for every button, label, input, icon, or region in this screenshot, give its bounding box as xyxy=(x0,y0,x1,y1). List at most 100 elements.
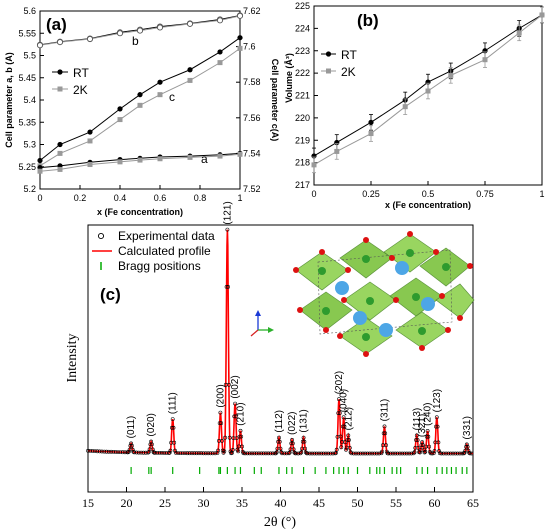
series-rt-c-point xyxy=(237,35,243,41)
experimental-data-point xyxy=(312,451,317,456)
experimental-data-point xyxy=(435,424,440,429)
experimental-data-point xyxy=(302,439,307,444)
panel-b-y-tick-label: 219 xyxy=(295,135,310,145)
inset-oxygen-atom xyxy=(433,249,439,255)
panel-b-y-tick-label: 220 xyxy=(295,113,310,123)
series-2k-a-point xyxy=(237,151,243,157)
panel-c-x-tick-label: 50 xyxy=(352,496,364,510)
experimental-data-point xyxy=(180,451,185,456)
experimental-data-point xyxy=(233,401,238,406)
inset-unit-cell xyxy=(317,249,453,335)
experimental-data-point xyxy=(354,451,358,456)
panel-a-y-tick-label: 5.35 xyxy=(18,117,36,127)
panel-a-legend-rt-label: RT xyxy=(73,66,89,80)
experimental-data-point xyxy=(339,445,344,450)
series-2k-c-point xyxy=(57,150,63,156)
experimental-data-point xyxy=(423,449,428,454)
experimental-data-point xyxy=(134,450,139,455)
experimental-data-point xyxy=(328,451,333,456)
panel-c-x-tick-label: 45 xyxy=(313,496,325,510)
panel-a-annotation-c: c xyxy=(169,90,175,104)
experimental-data-point xyxy=(444,451,449,456)
experimental-data-point xyxy=(173,450,178,455)
series-2k-a-point xyxy=(187,154,193,160)
experimental-data-point xyxy=(157,450,162,455)
experimental-data-point xyxy=(102,449,107,454)
panel-c-label: (c) xyxy=(100,285,121,304)
inset-oxygen-atom xyxy=(345,267,351,273)
panel-a-y-tick-label: 5.4 xyxy=(23,95,36,105)
peak-hkl-label: (121) xyxy=(222,201,233,224)
experimental-data-point xyxy=(380,449,385,454)
experimental-data-point xyxy=(467,450,472,455)
experimental-data-point xyxy=(390,451,395,456)
experimental-data-point xyxy=(118,450,123,455)
panel-b-x-tick-label: 0.75 xyxy=(476,189,494,199)
series-2k-volume-point xyxy=(334,148,340,154)
experimental-data-point xyxy=(196,451,201,456)
experimental-data-point xyxy=(199,451,204,456)
panel-c-legend-experimental-label: Experimental data xyxy=(118,229,215,243)
peak-hkl-label: (022) xyxy=(287,412,298,435)
experimental-data-point xyxy=(346,433,351,438)
experimental-data-point xyxy=(129,443,134,448)
experimental-data-point xyxy=(337,397,341,402)
experimental-data-point xyxy=(301,435,306,440)
panel-c-x-tick-label: 55 xyxy=(390,496,402,510)
experimental-data-point xyxy=(356,451,361,456)
inset-oxygen-atom xyxy=(407,231,413,237)
experimental-data-point xyxy=(289,441,294,446)
experimental-data-point xyxy=(232,414,237,419)
experimental-data-point xyxy=(381,431,386,436)
experimental-data-point xyxy=(298,451,303,456)
experimental-data-point xyxy=(436,440,441,445)
experimental-data-point xyxy=(97,449,102,454)
experimental-data-point xyxy=(139,450,144,455)
experimental-data-point xyxy=(290,441,295,446)
panel-c-x-tick-label: 30 xyxy=(198,496,210,510)
inset-b-site-atom xyxy=(366,297,374,305)
experimental-data-point xyxy=(314,451,319,456)
inset-a-site-atom xyxy=(421,297,435,311)
experimental-data-point xyxy=(173,448,177,453)
experimental-data-point xyxy=(277,439,282,444)
peak-hkl-label: (200) xyxy=(215,384,226,407)
experimental-data-point xyxy=(319,451,324,456)
experimental-data-point xyxy=(109,449,114,454)
panel-c-x-tick-label: 40 xyxy=(275,496,287,510)
series-2k-b-point xyxy=(136,27,144,34)
panel-b-y-tick-label: 222 xyxy=(295,68,310,78)
experimental-data-point xyxy=(321,451,326,456)
experimental-data-point xyxy=(431,451,436,456)
experimental-data-point xyxy=(372,451,377,456)
experimental-data-point xyxy=(149,442,154,447)
panel-b-y-tick-label: 221 xyxy=(295,91,310,101)
series-2k-c-point xyxy=(237,45,243,51)
panel-c-x-tick-label: 25 xyxy=(159,496,171,510)
experimental-data-point xyxy=(252,451,257,456)
panel-c: (011) (020) (111) (200) (121) (002) (210) (112)… xyxy=(65,201,479,530)
experimental-data-point xyxy=(453,451,458,456)
inset-b-site-atom xyxy=(418,327,426,335)
experimental-data-point xyxy=(203,451,208,456)
panel-a-annotation-b: b xyxy=(132,34,139,48)
series-2k-c-point xyxy=(137,102,143,108)
experimental-data-point xyxy=(337,411,342,416)
series-2k-a-point xyxy=(157,156,163,162)
panel-c-x-tick-label: 20 xyxy=(121,496,133,510)
experimental-data-point xyxy=(383,431,388,436)
series-rt-c-point xyxy=(117,106,123,112)
experimental-data-point xyxy=(88,448,93,453)
experimental-data-point xyxy=(217,421,222,426)
series-2k-volume-point xyxy=(482,57,488,63)
series-2k-b-point xyxy=(36,42,44,49)
experimental-data-point xyxy=(303,446,308,451)
experimental-data-point xyxy=(326,451,331,456)
experimental-data-point xyxy=(192,451,197,456)
panel-a-y-tick-label: 5.45 xyxy=(18,73,36,83)
experimental-data-point xyxy=(128,443,133,448)
experimental-data-point xyxy=(223,435,228,440)
experimental-data-point xyxy=(111,449,116,454)
experimental-data-point xyxy=(397,451,402,456)
